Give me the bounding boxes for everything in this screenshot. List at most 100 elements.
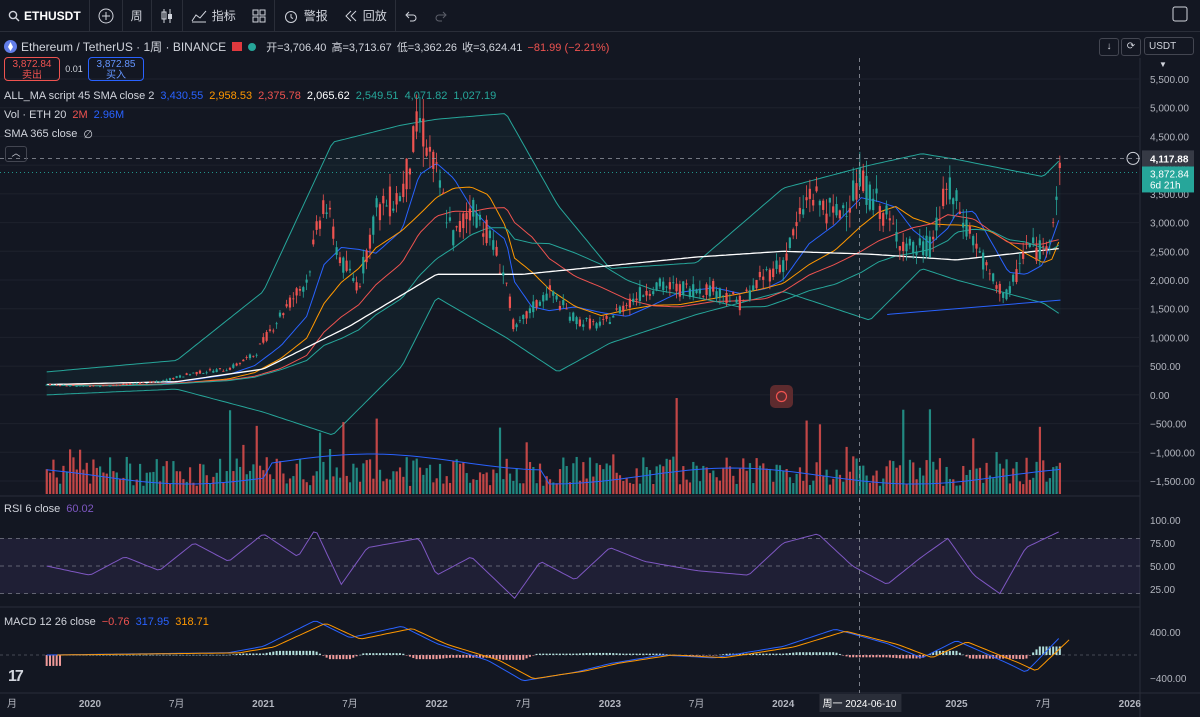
- candle-body: [892, 223, 895, 225]
- volume-bar: [598, 464, 602, 494]
- volume-bar: [385, 478, 388, 494]
- candle-body: [668, 282, 671, 290]
- rsi-legend[interactable]: RSI 6 close 60.02: [4, 503, 94, 515]
- candle-body: [875, 188, 878, 194]
- chart-type-button[interactable]: [150, 0, 182, 31]
- candle-body: [158, 381, 162, 383]
- macd-hist-bar: [855, 655, 858, 658]
- volume-bar: [632, 483, 635, 494]
- replay-button[interactable]: 回放: [336, 0, 395, 31]
- undo-button[interactable]: [394, 0, 426, 31]
- candle-body: [475, 213, 478, 228]
- candle-body: [408, 168, 412, 175]
- candle-body: [545, 293, 548, 301]
- candle-body: [685, 283, 688, 285]
- candle-body: [128, 383, 132, 385]
- download-button[interactable]: ↓: [1099, 38, 1119, 56]
- macd-hist-bar: [182, 654, 185, 656]
- ma-legend[interactable]: ALL_MA script 45 SMA close 2 3,430.55 2,…: [4, 90, 496, 102]
- volume-bar: [788, 477, 792, 494]
- macd-hist-bar: [288, 650, 291, 655]
- candle-body: [708, 285, 711, 297]
- alert-button[interactable]: 警报: [273, 0, 336, 31]
- candle-body: [352, 278, 355, 281]
- candle-body: [78, 385, 82, 387]
- volume-bar: [578, 480, 582, 494]
- volume-bar: [555, 483, 558, 494]
- candle-body: [415, 111, 418, 132]
- macd-hist-bar: [1048, 646, 1051, 655]
- macd-hist-bar: [1028, 655, 1031, 656]
- macd-hist-bar: [478, 655, 481, 658]
- candle-body: [152, 381, 155, 383]
- volume-bar: [335, 467, 338, 494]
- layout-toggle-button[interactable]: [1172, 6, 1190, 24]
- macd-hist-bar: [562, 653, 565, 655]
- macd-hist-bar: [705, 655, 708, 656]
- macd-hist-bar: [698, 655, 701, 656]
- sma-legend[interactable]: SMA 365 close ∅: [4, 128, 93, 141]
- macd-hist-bar: [95, 654, 98, 656]
- volume-bar: [722, 468, 725, 494]
- floating-search-button[interactable]: [770, 385, 793, 408]
- macd-hist-bar: [208, 654, 211, 656]
- sell-button[interactable]: 3,872.84 卖出: [4, 57, 60, 81]
- macd-hist-bar: [688, 655, 691, 656]
- candle-body: [72, 384, 75, 386]
- collapse-legend-button[interactable]: ︿: [5, 146, 27, 162]
- add-symbol-button[interactable]: [88, 0, 122, 31]
- candle-body: [982, 252, 985, 270]
- ma-value-5: 2,549.51: [355, 90, 399, 102]
- volume-legend[interactable]: Vol · ETH 20 2M 2.96M: [4, 109, 124, 121]
- volume-bar: [362, 463, 365, 494]
- candle-body: [662, 281, 665, 290]
- macd-hist-bar: [1018, 655, 1021, 660]
- macd-hist-bar: [342, 655, 345, 660]
- currency-select[interactable]: USDT ▼: [1144, 37, 1194, 69]
- macd-hist-bar: [398, 653, 401, 655]
- macd-hist-bar: [898, 655, 901, 659]
- candle-body: [245, 357, 248, 359]
- interval-button[interactable]: 周: [121, 0, 151, 31]
- candle-body: [462, 213, 465, 229]
- candle-body: [885, 205, 888, 215]
- volume-bar: [222, 482, 225, 494]
- time-tick-label: 2025: [945, 699, 968, 710]
- macd-legend[interactable]: MACD 12 26 close −0.76 317.95 318.71: [4, 616, 209, 628]
- candle-body: [522, 314, 525, 320]
- volume-legend-name: Vol · ETH 20: [4, 109, 67, 121]
- macd-hist-bar: [568, 653, 571, 655]
- volume-bar: [535, 483, 538, 494]
- time-tick-label: 2022: [425, 699, 448, 710]
- refresh-button[interactable]: ⟳: [1121, 38, 1141, 56]
- macd-hist-bar: [502, 655, 505, 660]
- volume-bar: [315, 471, 318, 494]
- volume-bar: [432, 482, 435, 494]
- layout-button[interactable]: [244, 0, 274, 31]
- volume-bar: [982, 482, 985, 494]
- macd-hist-bar: [222, 654, 225, 656]
- macd-hist-bar: [708, 655, 711, 656]
- candle-body: [492, 240, 495, 250]
- change-value: −81.99 (−2.21%): [527, 41, 610, 54]
- macd-hist-bar: [1032, 652, 1035, 655]
- candle-body: [222, 370, 225, 372]
- candle-body: [882, 213, 885, 226]
- macd-hist-bar: [338, 655, 341, 660]
- symbol-search-button[interactable]: ETHUSDT: [0, 0, 89, 31]
- volume-bar: [688, 482, 692, 494]
- volume-bar: [172, 461, 175, 494]
- volume-bar: [672, 456, 675, 494]
- buy-button[interactable]: 3,872.85 买入: [88, 57, 144, 81]
- indicators-button[interactable]: 指标: [181, 0, 244, 31]
- macd-hist-bar: [842, 655, 845, 656]
- candle-body: [635, 298, 638, 301]
- candle-body: [265, 332, 268, 341]
- volume-bar: [122, 477, 125, 494]
- volume-bar: [75, 469, 78, 494]
- candle-body: [672, 282, 675, 284]
- redo-button[interactable]: [426, 0, 456, 31]
- macd-hist-bar: [585, 653, 588, 655]
- candle-body: [235, 363, 238, 366]
